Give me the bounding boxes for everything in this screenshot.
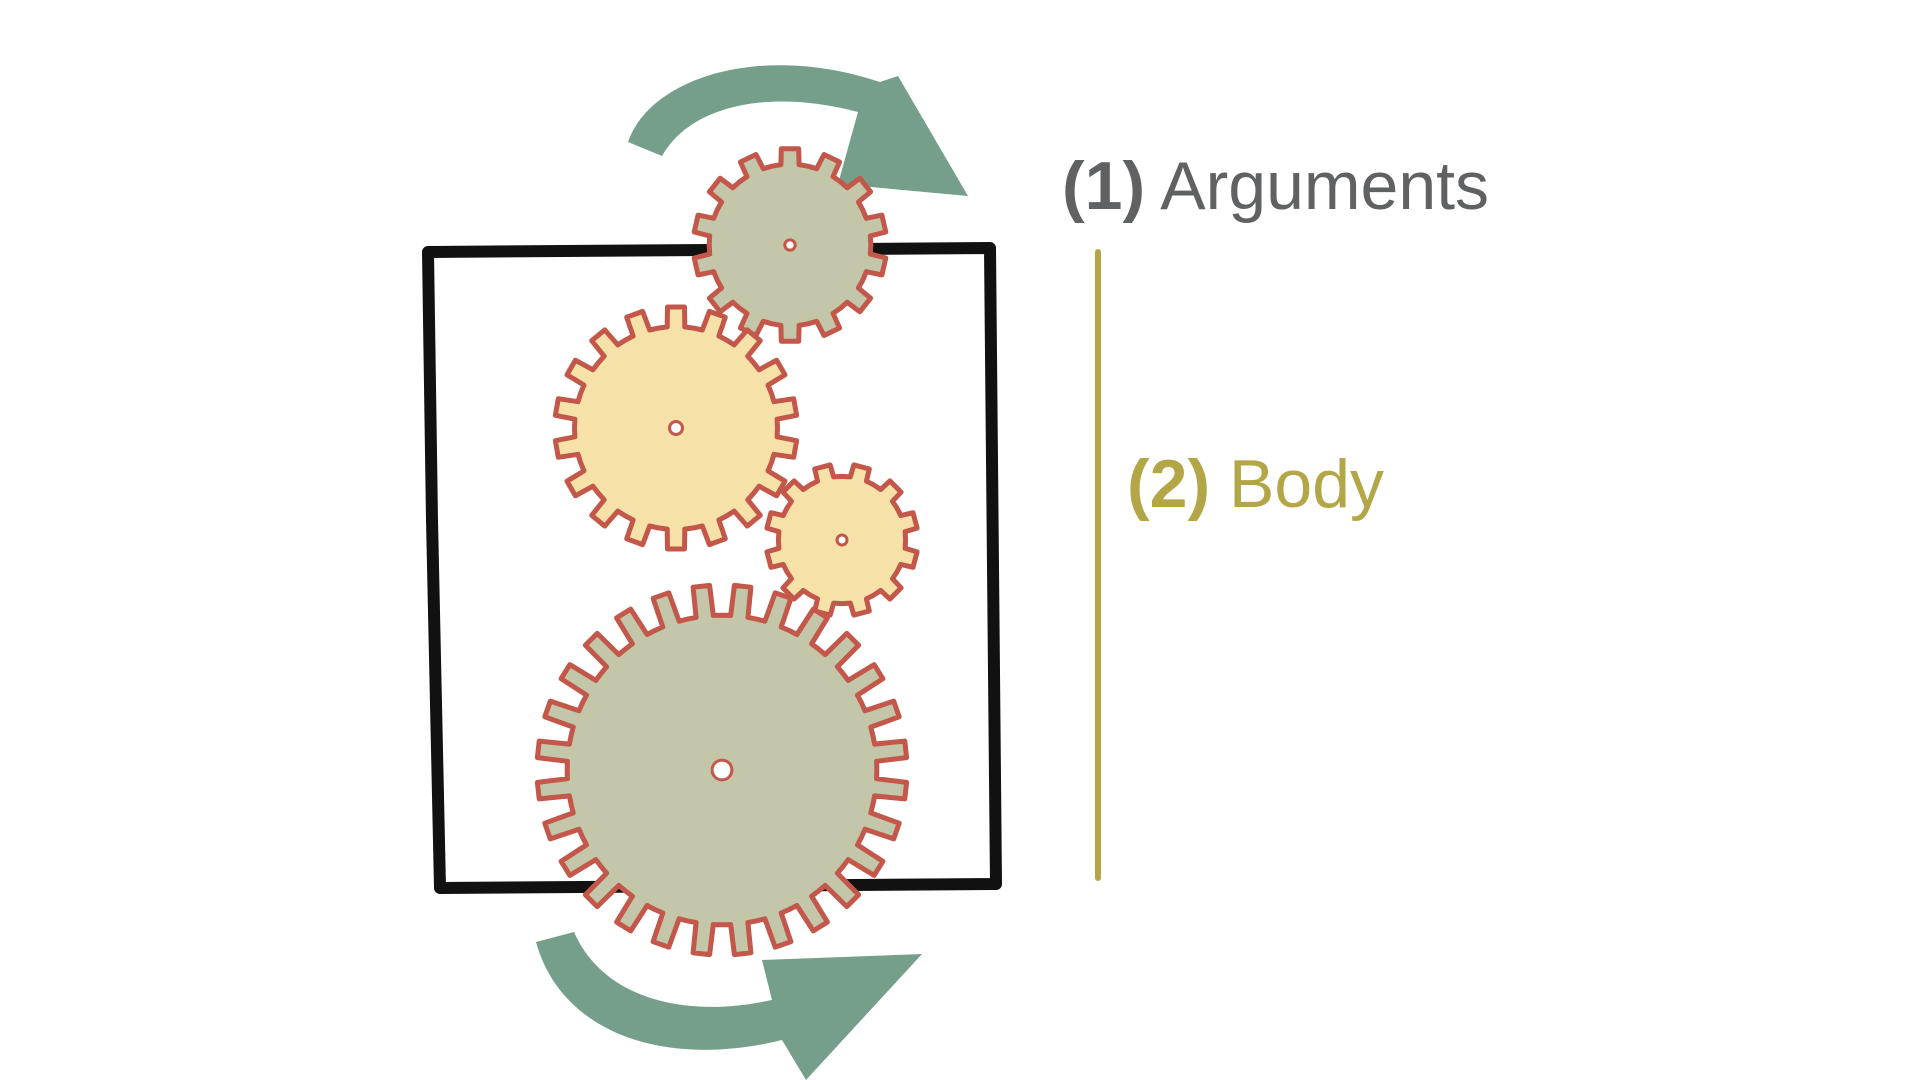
body-text: Body [1229,446,1385,522]
bottom-curved-arrow-icon [536,932,922,1080]
large-bottom-gear-icon [534,582,910,958]
small-yellow-gear-icon [764,462,920,618]
small-top-gear-icon [691,146,889,344]
gears-group [534,146,920,958]
gear-axle-hole [835,533,849,547]
bottom-arrow-body [536,932,922,1080]
top-arrow-body [628,65,968,196]
body-label: (2) Body [1127,450,1384,518]
arguments-text: Arguments [1160,148,1490,224]
top-curved-arrow-icon [628,65,968,196]
gear-axle-hole [710,758,734,782]
arguments-label: (1) Arguments [1062,152,1489,220]
body-number: (2) [1127,446,1211,522]
gear-axle-hole [668,420,684,436]
large-yellow-gear-icon [552,304,800,552]
arguments-number: (1) [1062,148,1146,224]
gear-axle-hole [783,238,797,252]
